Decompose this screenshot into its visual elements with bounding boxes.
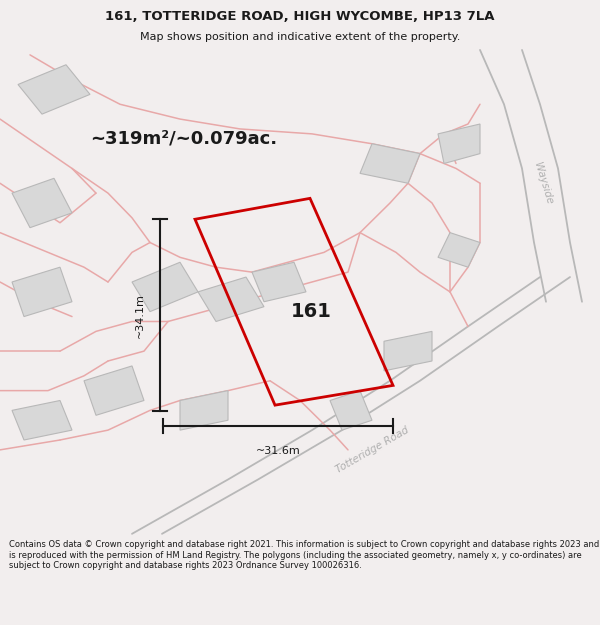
Text: Wayside: Wayside xyxy=(532,161,554,206)
Polygon shape xyxy=(198,277,264,321)
Text: 161, TOTTERIDGE ROAD, HIGH WYCOMBE, HP13 7LA: 161, TOTTERIDGE ROAD, HIGH WYCOMBE, HP13… xyxy=(105,10,495,23)
Text: 161: 161 xyxy=(291,302,332,321)
Polygon shape xyxy=(438,124,480,164)
Polygon shape xyxy=(252,262,306,302)
Polygon shape xyxy=(180,391,228,430)
Text: Map shows position and indicative extent of the property.: Map shows position and indicative extent… xyxy=(140,31,460,41)
Polygon shape xyxy=(12,178,72,227)
Text: Totteridge Road: Totteridge Road xyxy=(334,425,410,475)
Polygon shape xyxy=(18,65,90,114)
Polygon shape xyxy=(12,401,72,440)
Text: ~31.6m: ~31.6m xyxy=(256,446,301,456)
Text: ~319m²/~0.079ac.: ~319m²/~0.079ac. xyxy=(90,130,277,148)
Polygon shape xyxy=(360,144,420,183)
Polygon shape xyxy=(132,262,198,312)
Polygon shape xyxy=(330,391,372,430)
Polygon shape xyxy=(84,366,144,415)
Polygon shape xyxy=(438,232,480,268)
Polygon shape xyxy=(384,331,432,371)
Polygon shape xyxy=(12,268,72,316)
Text: Contains OS data © Crown copyright and database right 2021. This information is : Contains OS data © Crown copyright and d… xyxy=(9,541,599,570)
Text: ~34.1m: ~34.1m xyxy=(135,292,145,338)
